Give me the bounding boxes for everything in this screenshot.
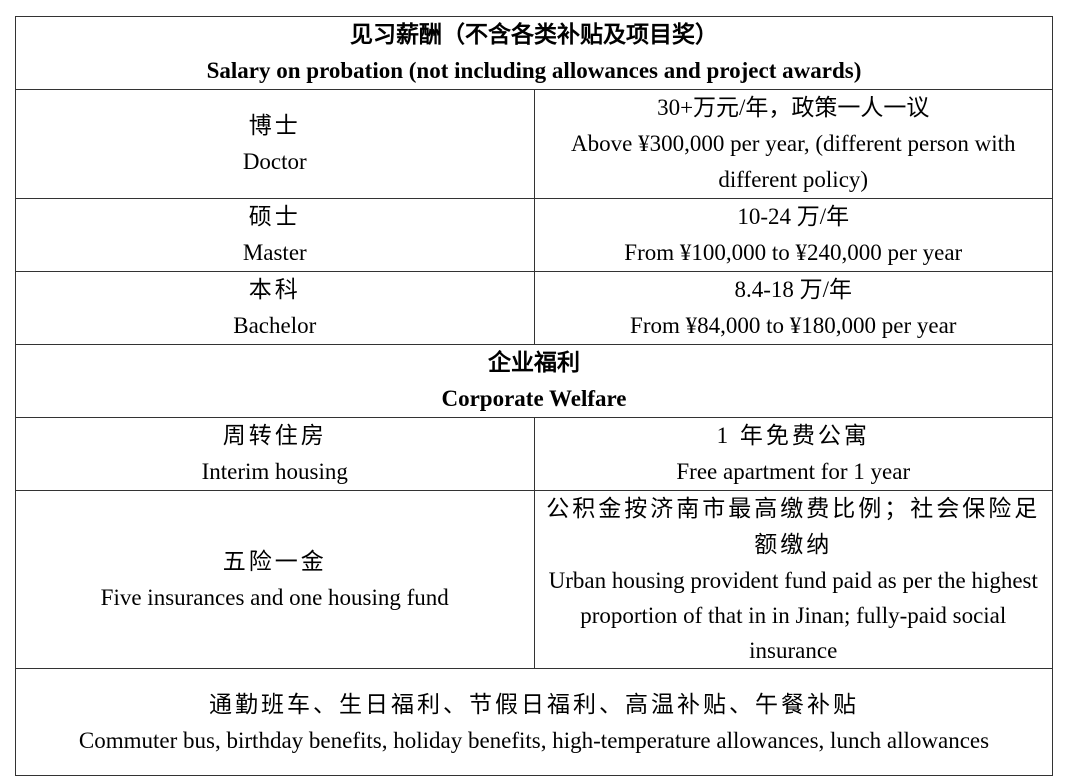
- welfare-value-en: Free apartment for 1 year: [676, 459, 911, 484]
- degree-cell: 本科 Bachelor: [15, 271, 535, 345]
- salary-cn: 30+万元/年，政策一人一议: [657, 95, 930, 120]
- other-benefits-cell: 通勤班车、生日福利、节假日福利、高温补贴、午餐补贴 Commuter bus, …: [15, 668, 1053, 776]
- salary-en: From ¥100,000 to ¥240,000 per year: [624, 240, 963, 265]
- salary-header-row: 见习薪酬（不含各类补贴及项目奖） Salary on probation (no…: [15, 16, 1053, 90]
- degree-en: Doctor: [242, 149, 307, 174]
- table-row: 硕士 Master 10-24 万/年 From ¥100,000 to ¥24…: [15, 198, 1053, 272]
- welfare-label-cn: 五险一金: [222, 549, 327, 574]
- salary-header: 见习薪酬（不含各类补贴及项目奖） Salary on probation (no…: [15, 16, 1053, 90]
- degree-cn: 博士: [248, 113, 301, 138]
- table-row: 周转住房 Interim housing 1 年免费公寓 Free apartm…: [15, 417, 1053, 491]
- welfare-label-en: Five insurances and one housing fund: [100, 585, 449, 610]
- degree-cell: 博士 Doctor: [15, 89, 535, 199]
- welfare-title-en: Corporate Welfare: [441, 386, 627, 411]
- degree-en: Master: [242, 240, 307, 265]
- salary-welfare-table: 见习薪酬（不含各类补贴及项目奖） Salary on probation (no…: [15, 16, 1053, 776]
- table-row: 本科 Bachelor 8.4-18 万/年 From ¥84,000 to ¥…: [15, 271, 1053, 345]
- salary-cell: 30+万元/年，政策一人一议 Above ¥300,000 per year, …: [533, 89, 1053, 199]
- salary-en: Above ¥300,000 per year, (different pers…: [571, 131, 1016, 192]
- welfare-header-row: 企业福利 Corporate Welfare: [15, 344, 1053, 418]
- welfare-value-cell: 1 年免费公寓 Free apartment for 1 year: [533, 417, 1053, 491]
- table-row: 五险一金 Five insurances and one housing fun…: [15, 490, 1053, 669]
- welfare-value-cn: 1 年免费公寓: [716, 423, 870, 448]
- welfare-label-en: Interim housing: [201, 459, 348, 484]
- other-benefits-en: Commuter bus, birthday benefits, holiday…: [78, 727, 990, 753]
- degree-cn: 本科: [248, 277, 301, 302]
- welfare-header: 企业福利 Corporate Welfare: [15, 344, 1053, 418]
- degree-cell: 硕士 Master: [15, 198, 535, 272]
- salary-cell: 8.4-18 万/年 From ¥84,000 to ¥180,000 per …: [533, 271, 1053, 345]
- other-benefits-cn: 通勤班车、生日福利、节假日福利、高温补贴、午餐补贴: [209, 691, 859, 717]
- salary-cell: 10-24 万/年 From ¥100,000 to ¥240,000 per …: [533, 198, 1053, 272]
- welfare-value-cell: 公积金按济南市最高缴费比例；社会保险足额缴纳 Urban housing pro…: [533, 490, 1053, 669]
- salary-cn: 10-24 万/年: [737, 204, 850, 229]
- welfare-title-cn: 企业福利: [488, 350, 580, 375]
- salary-cn: 8.4-18 万/年: [734, 277, 853, 302]
- table-row: 博士 Doctor 30+万元/年，政策一人一议 Above ¥300,000 …: [15, 89, 1053, 199]
- degree-cn: 硕士: [248, 204, 301, 229]
- welfare-label-cell: 五险一金 Five insurances and one housing fun…: [15, 490, 535, 669]
- salary-en: From ¥84,000 to ¥180,000 per year: [630, 313, 957, 338]
- salary-title-cn: 见习薪酬（不含各类补贴及项目奖）: [350, 22, 718, 47]
- degree-en: Bachelor: [233, 313, 317, 338]
- welfare-value-en: Urban housing provident fund paid as per…: [548, 568, 1038, 663]
- welfare-label-cell: 周转住房 Interim housing: [15, 417, 535, 491]
- welfare-value-cn: 公积金按济南市最高缴费比例；社会保险足额缴纳: [546, 496, 1041, 557]
- salary-title-en: Salary on probation (not including allow…: [206, 58, 862, 83]
- other-benefits-row: 通勤班车、生日福利、节假日福利、高温补贴、午餐补贴 Commuter bus, …: [15, 668, 1053, 776]
- welfare-label-cn: 周转住房: [222, 423, 327, 448]
